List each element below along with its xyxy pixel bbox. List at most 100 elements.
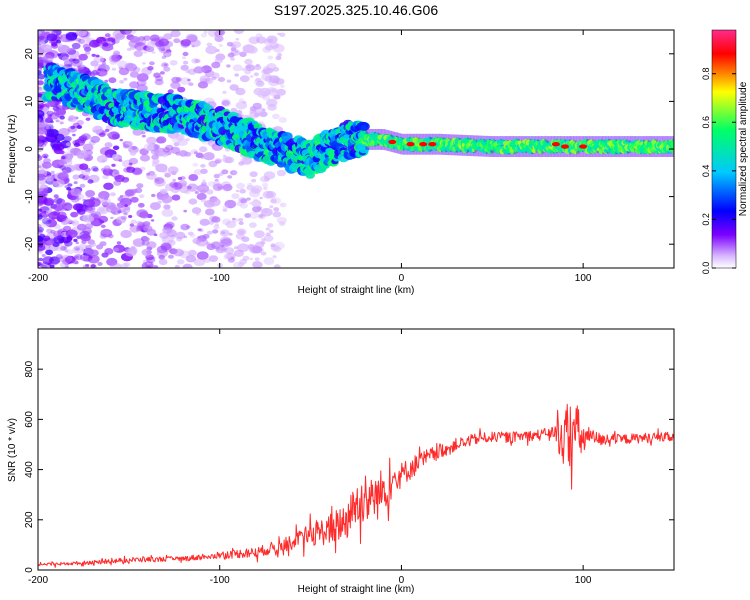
heat-cell <box>220 244 225 248</box>
heat-cell <box>265 191 277 199</box>
heat-cell <box>146 256 156 264</box>
heat-cell <box>193 258 206 267</box>
heat-cell <box>256 206 263 211</box>
y-tick-label: -10 <box>24 189 35 204</box>
heat-cell <box>57 44 70 54</box>
heat-cell <box>85 245 92 250</box>
y-tick-label: -20 <box>24 237 35 252</box>
heat-cell <box>269 230 274 233</box>
heat-cell <box>220 246 227 251</box>
heat-cell <box>70 188 82 197</box>
heat-cell <box>41 217 52 225</box>
heat-cell <box>38 117 42 123</box>
heat-cell <box>214 35 224 42</box>
heat-cell <box>81 169 90 176</box>
heat-cell <box>234 73 239 77</box>
heat-cell <box>103 197 109 201</box>
heat-cell <box>270 76 275 81</box>
heat-cell <box>53 30 60 34</box>
heat-cell <box>59 261 69 268</box>
heat-cell <box>103 165 111 171</box>
heat-cell <box>72 174 80 180</box>
heat-cell <box>226 41 234 47</box>
heat-cell <box>123 77 128 81</box>
heat-cell <box>61 156 66 160</box>
heat-cell <box>214 158 222 164</box>
heat-cell <box>38 31 42 35</box>
colorbar-tick-label: 0.4 <box>701 165 711 178</box>
heat-cell <box>192 162 199 167</box>
heat-cell <box>219 236 232 245</box>
heat-cell <box>109 54 121 63</box>
heat-cell <box>248 202 253 205</box>
heat-cell <box>157 200 162 204</box>
heat-cell <box>76 150 89 159</box>
heat-cell <box>161 152 169 158</box>
heat-cell <box>153 233 158 237</box>
heat-cell <box>180 64 189 71</box>
heat-cell <box>263 257 275 265</box>
heat-cell <box>38 183 45 192</box>
heat-cell <box>50 170 55 174</box>
heat-cell <box>171 194 181 201</box>
heat-cell <box>206 230 213 235</box>
heat-cell <box>226 79 232 83</box>
snr-y-label: SNR (10 * v/v) <box>7 418 18 482</box>
heat-cell <box>215 246 221 251</box>
heat-cell <box>64 240 73 247</box>
heat-cell <box>221 100 230 106</box>
heat-cell <box>40 221 50 228</box>
heat-cell <box>262 208 269 214</box>
heat-cell <box>120 229 132 239</box>
heat-cell <box>49 112 60 120</box>
x-tick-label: 100 <box>575 273 592 284</box>
heat-cell <box>194 187 199 191</box>
heat-cell <box>78 136 83 140</box>
heat-cell <box>82 264 90 268</box>
heat-cell <box>38 244 43 248</box>
heat-cell <box>78 174 86 179</box>
heat-cell <box>265 227 270 231</box>
heat-cell <box>240 198 248 204</box>
snr-panel: -200 -100 0 100 0 200 400 600 800 Height of stra… <box>7 328 675 595</box>
heat-cell <box>125 63 137 72</box>
heat-cell <box>119 80 125 84</box>
heat-cell <box>38 262 41 267</box>
heat-peak <box>388 139 397 145</box>
x-tick-label: -200 <box>28 575 48 586</box>
heat-cell <box>86 206 94 211</box>
heat-cell <box>167 166 179 175</box>
heat-cell <box>154 78 164 86</box>
heat-cell <box>207 181 216 188</box>
heat-cell <box>129 81 140 89</box>
heat-cell <box>110 216 114 220</box>
heat-cell <box>161 55 167 59</box>
heat-cell <box>38 223 42 229</box>
heat-cell <box>188 231 194 236</box>
heat-cell <box>92 167 99 172</box>
heat-cell <box>222 205 229 210</box>
heat-cell <box>97 206 109 215</box>
heat-cell <box>258 214 264 218</box>
heat-cell <box>63 135 72 142</box>
heat-cell <box>38 226 44 233</box>
heat-cell <box>152 265 159 268</box>
heat-cell <box>94 197 100 202</box>
heat-cell <box>168 254 174 259</box>
heat-cell <box>112 145 120 151</box>
heat-cell <box>200 164 206 168</box>
heat-cell <box>244 69 252 75</box>
heat-cell <box>116 241 122 245</box>
heat-cell <box>173 248 184 257</box>
heat-cell <box>244 213 252 218</box>
heat-cell <box>149 202 161 211</box>
heat-cell <box>241 67 247 72</box>
y-tick-label: 400 <box>24 461 35 478</box>
heat-cell <box>88 198 101 207</box>
heat-cell <box>123 212 128 216</box>
heat-cell <box>188 174 199 181</box>
heat-cell <box>213 224 220 230</box>
heat-cell <box>85 190 96 197</box>
heat-cell <box>233 249 244 257</box>
heat-cell <box>237 243 250 252</box>
